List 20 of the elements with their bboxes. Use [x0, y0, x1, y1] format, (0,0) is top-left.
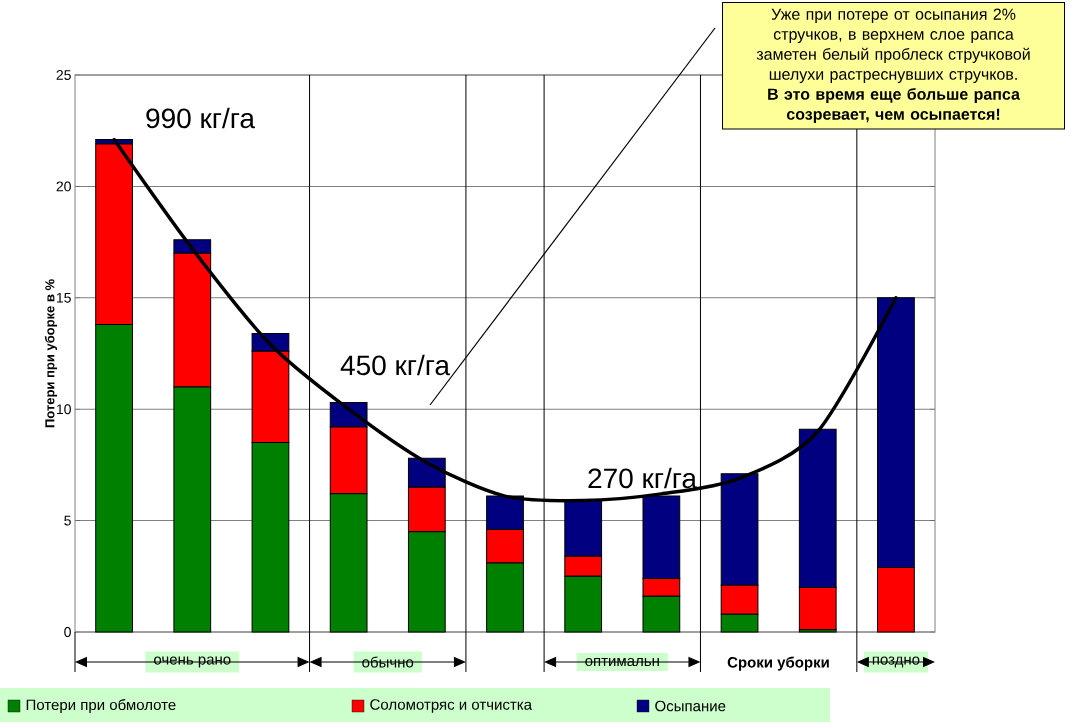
annotation: 990 кг/га: [146, 107, 255, 129]
annotation: В это время еще больше рапса созревает, чем осыпается!: [768, 87, 1021, 123]
y-tick-label: 20: [56, 181, 71, 192]
y-tick-label: 10: [56, 404, 71, 415]
annotation: Уже при потере от осыпания 2% стручков, в верхнем слое рапса заметен белый проблеск стручковой шелухи растреснувших стручков.: [756, 8, 1030, 83]
annotation: 270 кг/га: [588, 467, 697, 489]
y-axis-title: Потери при уборке в %: [44, 279, 58, 428]
y-tick-label: 0: [64, 627, 71, 637]
x-axis-title: Сроки уборки: [727, 656, 829, 671]
y-tick-label: 5: [64, 515, 71, 526]
y-tick-label: 25: [56, 70, 71, 80]
annotation: 450 кг/га: [340, 354, 450, 376]
legend-label: Потери при обмолоте: [26, 698, 176, 714]
text: поздно: [872, 656, 920, 668]
text: очень рано: [154, 656, 231, 668]
text: обычно: [362, 656, 414, 668]
legend-label: Осыпание: [655, 700, 726, 712]
y-tick-label: 15: [56, 292, 71, 303]
legend-label: Соломотряс и отчистка: [370, 699, 533, 713]
text: оптимальн: [585, 657, 659, 667]
